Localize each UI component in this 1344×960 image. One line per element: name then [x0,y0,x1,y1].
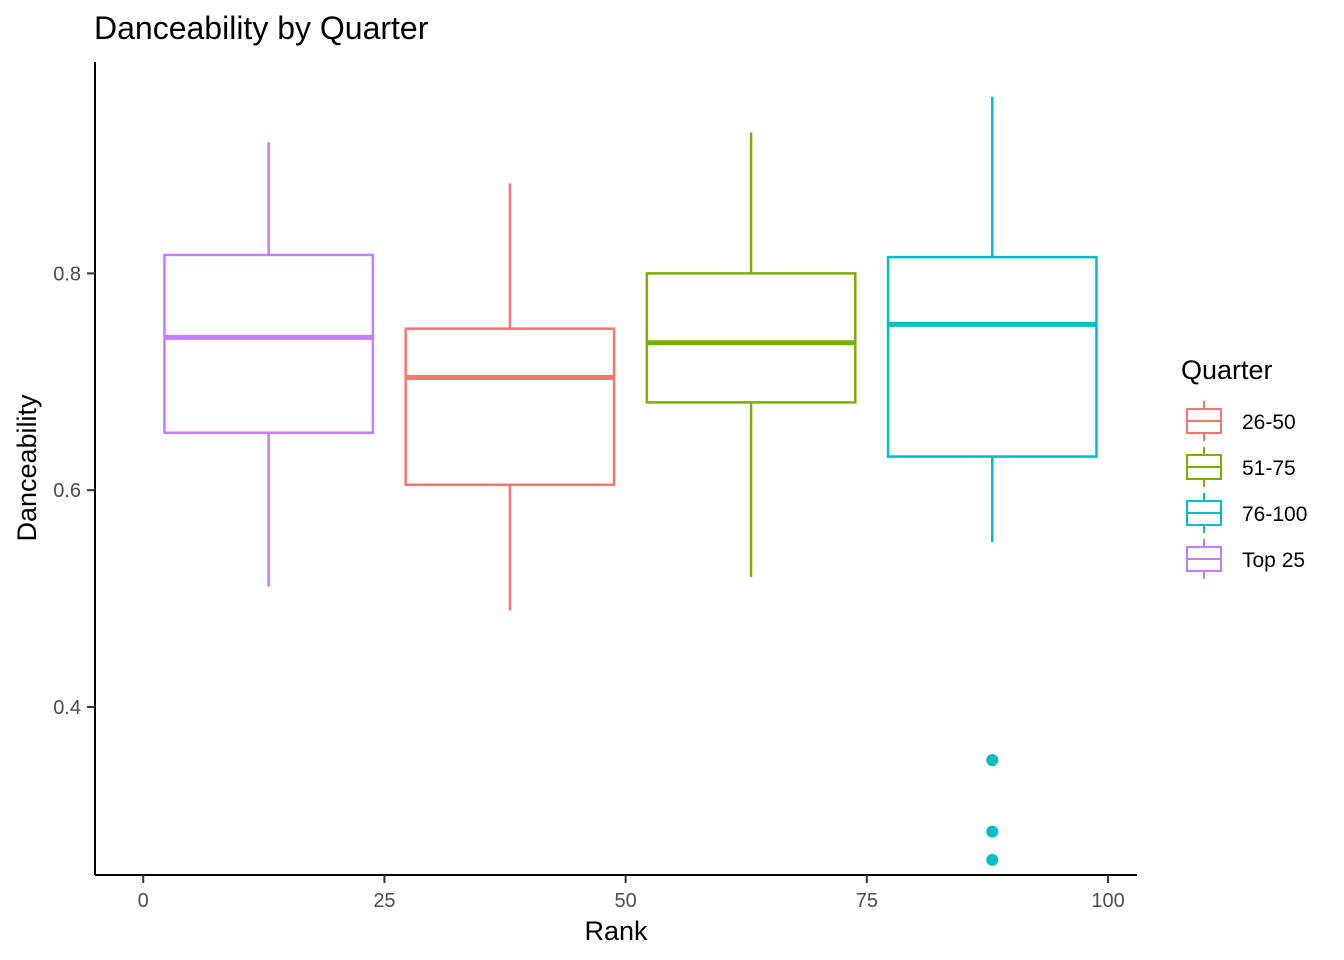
x-axis-title: Rank [584,916,648,946]
legend-label: 26-50 [1242,411,1296,434]
y-axis-ticks: 0.4 0.6 0.8 [53,263,95,719]
legend-label: Top 25 [1242,549,1305,572]
x-tick-label: 25 [373,890,395,912]
box [404,327,616,487]
legend-label: 51-75 [1242,457,1296,480]
x-axis-ticks: 0 25 50 75 100 [138,875,1125,912]
x-tick-label: 100 [1091,890,1124,912]
legend-item-0: 26-50 [1186,401,1296,441]
legend-title: Quarter [1181,355,1273,385]
box [163,253,375,434]
box [645,272,857,404]
x-tick-label: 0 [138,890,149,912]
box-group-2 [645,132,857,577]
legend-item-2: 76-100 [1186,493,1307,533]
legend-item-1: 51-75 [1186,447,1296,487]
x-tick-label: 50 [615,890,637,912]
outlier-point [986,754,999,767]
y-axis-title: Danceability [12,394,42,542]
box-group-1 [404,183,616,611]
chart-title: Danceability by Quarter [94,10,429,46]
legend-item-3: Top 25 [1186,539,1305,579]
x-tick-label: 75 [856,890,878,912]
box-group-3 [886,96,1098,866]
legend-label: 76-100 [1242,503,1307,526]
box-group-0 [163,142,375,587]
y-tick-label: 0.8 [53,263,81,285]
plot-area [163,96,1098,866]
outlier-point [986,825,999,838]
y-tick-label: 0.4 [53,697,81,719]
outlier-point [986,853,999,866]
legend: Quarter 26-50 51-75 76-100 Top 25 [1181,355,1307,579]
box [886,255,1098,458]
y-tick-label: 0.6 [53,480,81,502]
